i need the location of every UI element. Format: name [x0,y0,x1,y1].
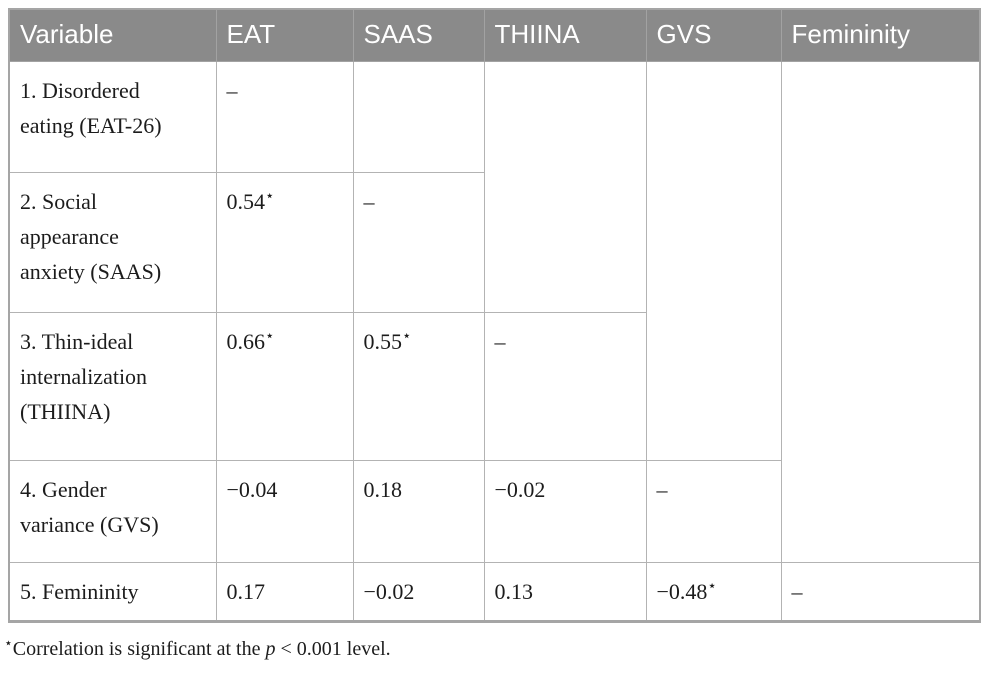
cell-value: 0.54 [226,188,266,214]
cell-eat-r3: 0.66⋆ [215,311,354,461]
cell-saas-r2: – [352,171,485,313]
cell-thiina-r5: 0.13 [483,561,647,622]
table-row-social-appearance-anxiety: 2. Social appearance anxiety (SAAS) 0.54… [8,171,980,313]
cell-value: – [791,578,803,604]
row-label-cell: 2. Social appearance anxiety (SAAS) [8,171,217,313]
significance-star: ⋆ [402,328,412,345]
row-label-cell: 4. Gender variance (GVS) [8,459,217,563]
cell-value: – [363,188,375,214]
cell-femininity-r5: – [780,561,981,622]
cell-value: – [656,476,668,502]
cell-saas-r3: 0.55⋆ [352,311,485,461]
cell-value: −0.04 [226,476,278,502]
cell-gvs-merged [645,60,782,461]
row-label-cell: 1. Disordered eating (EAT-26) [8,60,217,173]
row-label-cell: 3. Thin-ideal internalization (THIINA) [8,311,217,461]
cell-value: −0.02 [363,578,415,604]
cell-femininity-merged [780,60,981,563]
header-cell-gvs: GVS [645,8,782,62]
footnote-text: < 0.001 level. [275,637,391,660]
cell-thiina-merged [483,60,647,313]
row-label: 2. Social appearance anxiety (SAAS) [20,188,162,284]
header-cell-saas: SAAS [352,8,485,62]
cell-value: 0.18 [363,476,403,502]
row-label: 3. Thin-ideal internalization (THIINA) [20,328,148,424]
cell-eat-r4: −0.04 [215,459,354,563]
page: Variable EAT SAAS THIINA GVS Femininity … [4,8,981,663]
cell-saas-r5: −0.02 [352,561,485,622]
row-label: 4. Gender variance (GVS) [20,476,159,537]
cell-saas-r1 [352,60,485,173]
cell-value: 0.13 [494,578,534,604]
significance-star: ⋆ [707,578,717,595]
correlation-table: Variable EAT SAAS THIINA GVS Femininity … [8,8,981,623]
cell-saas-r4: 0.18 [352,459,485,563]
row-label: 5. Femininity [20,578,139,604]
cell-value: −0.48 [656,578,708,604]
cell-eat-r5: 0.17 [215,561,354,622]
header-cell-variable: Variable [8,8,217,62]
cell-thiina-r3: – [483,311,647,461]
footnote-p-symbol: p [265,637,276,660]
cell-eat-r1: – [215,60,354,173]
significance-star: ⋆ [4,635,13,651]
header-cell-femininity: Femininity [780,8,981,62]
cell-value: −0.02 [494,476,546,502]
cell-eat-r2: 0.54⋆ [215,171,354,313]
table-row-femininity: 5. Femininity 0.17 −0.02 0.13 −0.48⋆ – [8,561,981,622]
footnote-text: Correlation is significant at the [12,637,266,660]
header-cell-thiina: THIINA [483,8,647,62]
table-row-disordered-eating: 1. Disordered eating (EAT-26) – [8,60,981,563]
header-cell-eat: EAT [215,8,354,62]
cell-thiina-r4: −0.02 [483,459,647,563]
row-label: 1. Disordered eating (EAT-26) [20,77,162,138]
cell-gvs-r5: −0.48⋆ [645,561,782,622]
header-row: Variable EAT SAAS THIINA GVS Femininity [8,8,981,62]
cell-value: – [494,328,506,354]
cell-value: 0.17 [226,578,266,604]
cell-value: 0.55 [363,328,403,354]
significance-star: ⋆ [265,188,275,205]
cell-value: 0.66 [226,328,266,354]
table-row-thin-ideal-internalization: 3. Thin-ideal internalization (THIINA) 0… [8,311,980,461]
table-footnote: ⋆Correlation is significant at the p < 0… [4,635,981,663]
table-row-gender-variance: 4. Gender variance (GVS) −0.04 0.18 −0.0… [8,459,980,563]
cell-gvs-r4: – [645,459,782,563]
cell-value: – [226,77,238,103]
row-label-cell: 5. Femininity [8,561,217,622]
significance-star: ⋆ [265,328,275,345]
